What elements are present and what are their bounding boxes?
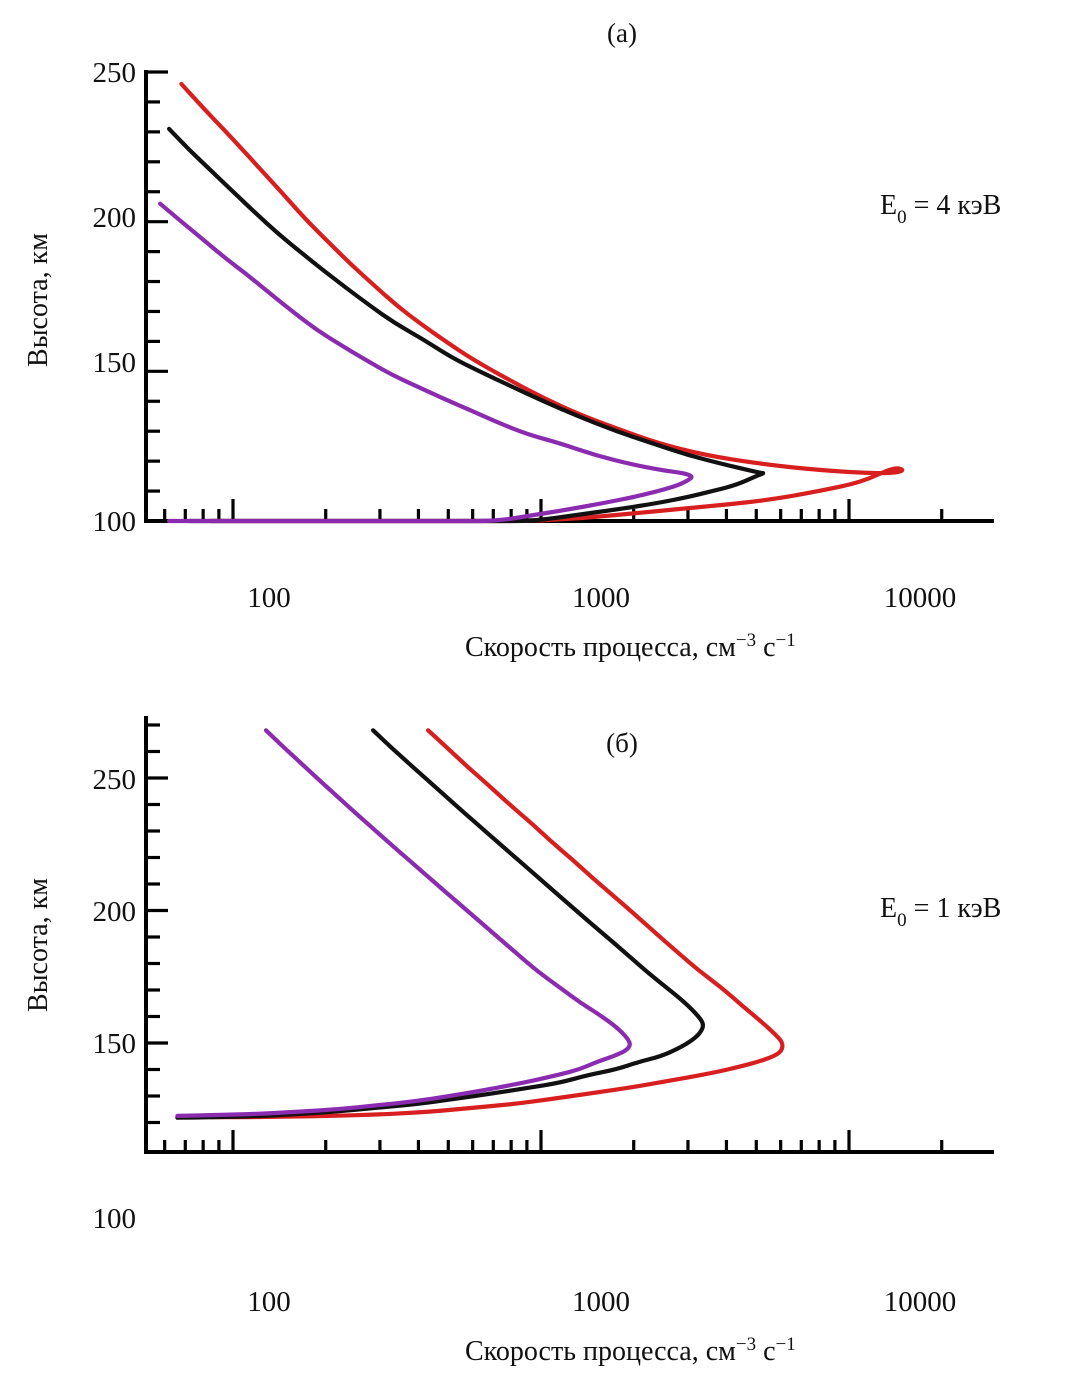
panel-a-tag: (а): [607, 18, 637, 48]
panel-a-annotation: E0 = 4 кэВ: [880, 190, 1001, 228]
panel-b-annotation-value: = 1 кэВ: [907, 893, 1002, 924]
panel-b-ytick-250: 250: [93, 764, 137, 796]
panel-b-ytick-200: 200: [93, 896, 137, 928]
panel-a-xtick-1000: 1000: [572, 582, 630, 614]
panel-a-y-ticks: [146, 70, 168, 523]
panel-b-x-axis-title-sup2: −1: [776, 1334, 796, 1355]
panel-a-xtick-10000: 10000: [884, 582, 957, 614]
panel-b-xtick-100: 100: [247, 1286, 291, 1318]
panel-b-ytick-150: 150: [93, 1028, 137, 1060]
panel-a-x-axis-title: Скорость процесса, см−3 с−1: [465, 630, 796, 663]
panel-a-purple-curve: [158, 201, 694, 524]
panel-b-y-axis-title: Высота, км: [23, 878, 54, 1012]
panel-b-x-axis-title-main: Скорость процесса, см: [465, 1336, 736, 1367]
panel-a-annotation-subscript: 0: [897, 207, 907, 228]
panel-b-x-axis-title: Скорость процесса, см−3 с−1: [465, 1334, 796, 1367]
panel-a-annotation-prefix: E: [880, 190, 897, 221]
panel-a-xtick-100: 100: [247, 582, 291, 614]
panel-b-annotation-prefix: E: [880, 893, 897, 924]
panel-a-curves: [158, 81, 905, 524]
panel-b-xtick-1000: 1000: [572, 1286, 630, 1318]
panel-a-ytick-250: 250: [93, 57, 137, 89]
panel-b-x-ticks: [163, 1130, 944, 1152]
panel-b-x-axis-title-mid: с: [756, 1336, 775, 1367]
panel-a-annotation-value: = 4 кэВ: [907, 190, 1002, 221]
panel-a-x-axis-title-main: Скорость процесса, см: [465, 632, 736, 663]
panel-b-xtick-10000: 10000: [884, 1286, 957, 1318]
panel-b-y-ticks: [146, 723, 168, 1125]
panel-b-tag: (б): [606, 728, 638, 758]
panel-a-x-axis-title-sup2: −1: [776, 630, 796, 651]
panel-b-purple-curve: [175, 728, 632, 1118]
panel-a-ytick-200: 200: [93, 202, 137, 234]
panel-b-red-curve: [209, 728, 785, 1120]
panel-a-x-axis-title-sup1: −3: [736, 630, 756, 651]
panel-b-annotation-subscript: 0: [897, 910, 907, 931]
panel-b-ytick-100: 100: [93, 1203, 137, 1235]
panel-b-x-axis-title-sup1: −3: [736, 1334, 756, 1355]
panel-a: (а) 250 200 150 100 100 1000 10000 Высот…: [23, 18, 1001, 663]
panel-a-ytick-100: 100: [93, 506, 137, 538]
panel-b: (б) 250 200 150 100 100 1000 10000 Высот…: [23, 716, 1001, 1367]
panel-a-y-axis-title: Высота, км: [23, 233, 54, 367]
panel-b-annotation: E0 = 1 кэВ: [880, 893, 1001, 931]
panel-b-black-curve: [175, 728, 706, 1120]
panel-a-x-axis-title-mid: с: [756, 632, 775, 663]
panel-a-ytick-150: 150: [93, 347, 137, 379]
panel-b-curves: [175, 728, 785, 1120]
